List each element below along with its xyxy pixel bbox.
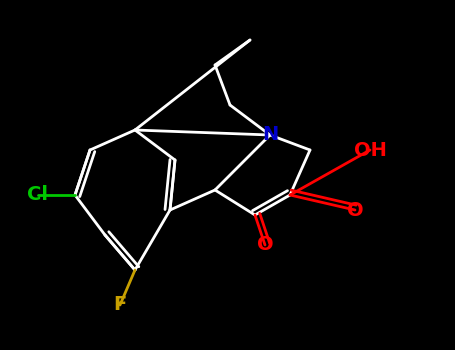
Text: N: N — [262, 126, 278, 145]
Text: O: O — [347, 201, 363, 219]
Text: O: O — [257, 236, 273, 254]
Text: OH: OH — [354, 140, 386, 160]
Text: F: F — [113, 295, 126, 315]
Text: Cl: Cl — [27, 186, 49, 204]
